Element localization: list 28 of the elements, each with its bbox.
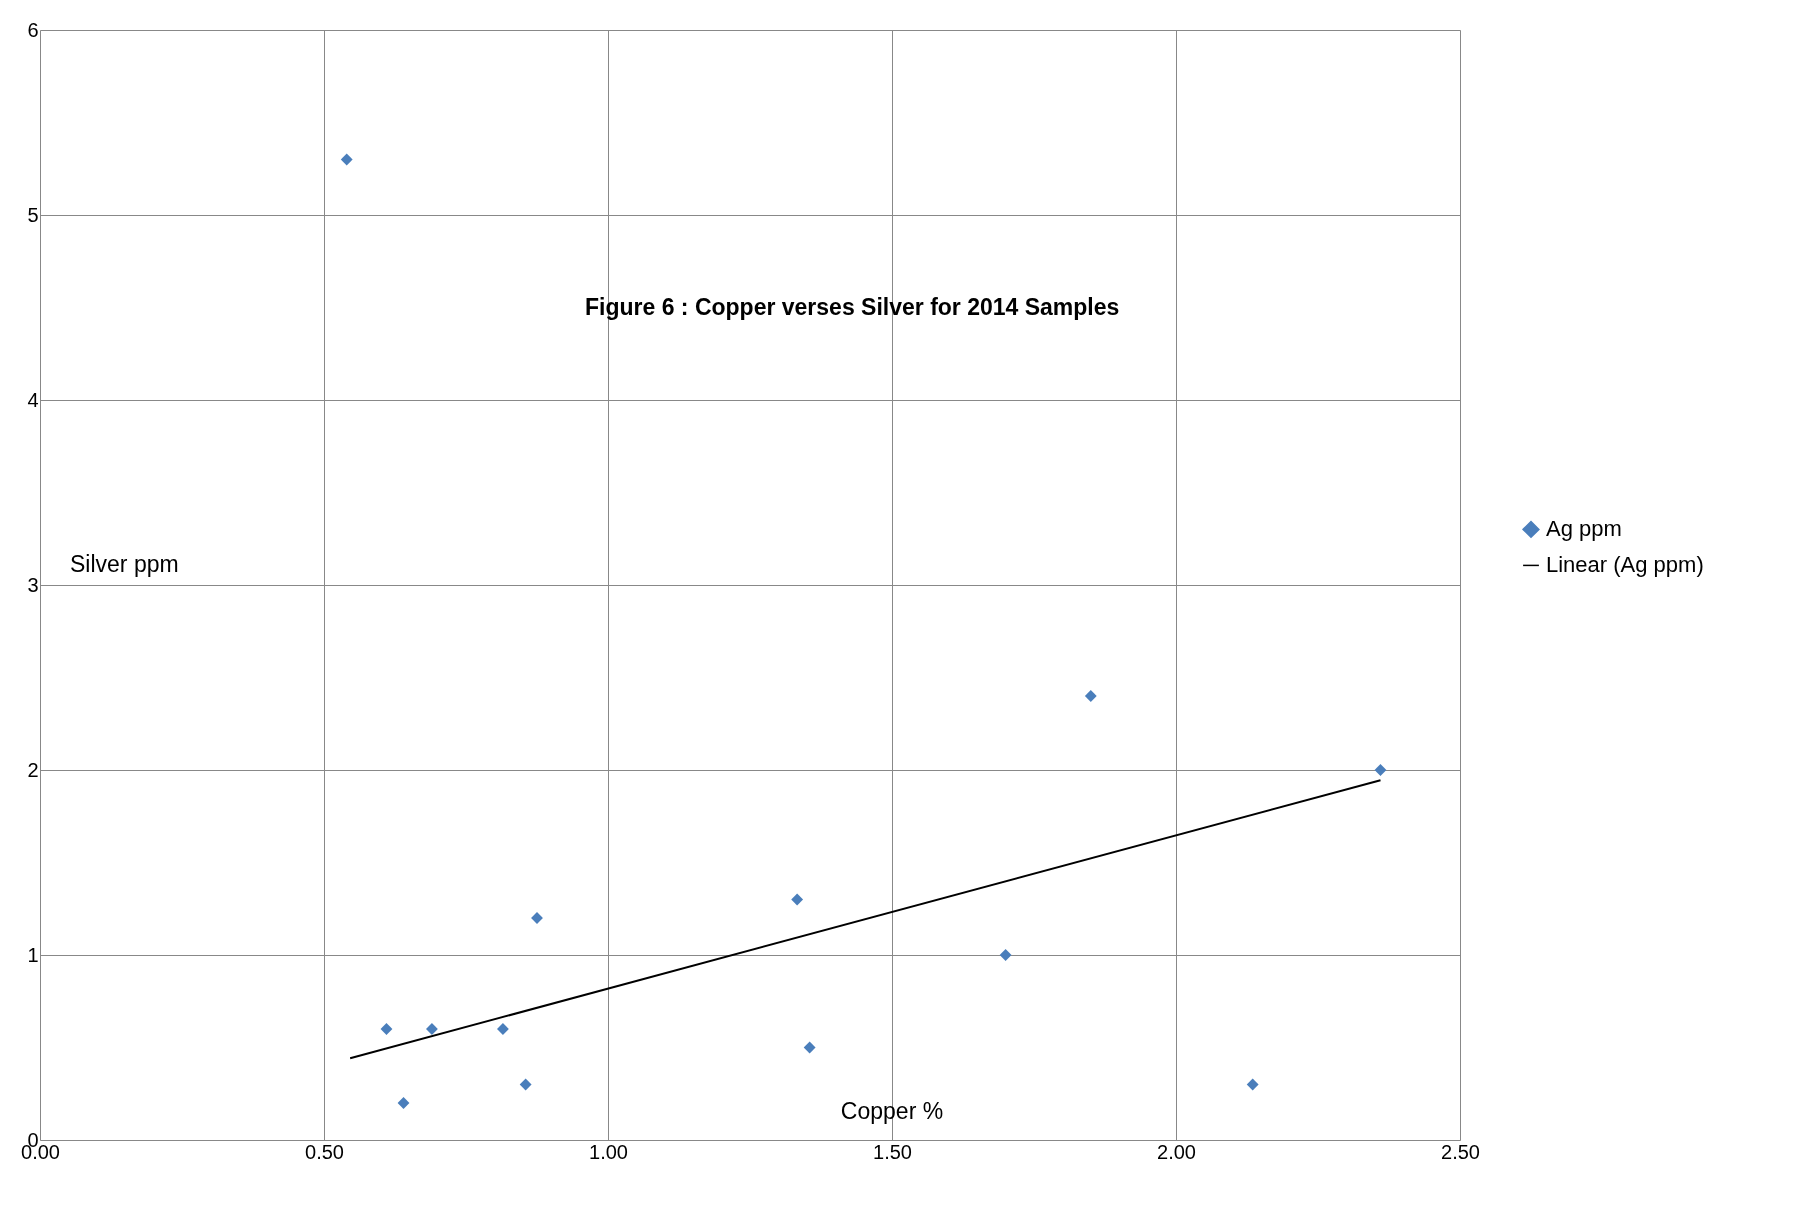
x-axis-title: Copper % (840, 1098, 944, 1124)
legend-label: Linear (Ag ppm) (1546, 552, 1704, 578)
text: Figure 6 : Copper verses Silver for 2014 Samples (585, 294, 1120, 320)
point (1374, 764, 1387, 776)
x-tick-label: 1.50 (873, 1140, 912, 1163)
point (340, 153, 353, 166)
point (426, 1023, 438, 1035)
point (1084, 690, 1097, 702)
point (497, 1023, 509, 1035)
point (999, 949, 1012, 961)
point (803, 1041, 816, 1054)
x-tick-label: 1.00 (589, 1140, 628, 1163)
point (1246, 1078, 1259, 1091)
y-tick-label: 5 (27, 203, 39, 226)
point (519, 1078, 532, 1091)
point (397, 1097, 410, 1109)
x-tick-label: 0.50 (305, 1140, 344, 1163)
x-tick-label: 2.00 (1157, 1140, 1196, 1163)
y-tick-label: 3 (27, 573, 39, 596)
point (380, 1023, 393, 1035)
point (791, 893, 804, 906)
y-tick-label: 1 (27, 943, 39, 966)
x-tick-label: 2.50 (1441, 1140, 1480, 1163)
y-tick-label: 4 (27, 388, 39, 411)
legend-label: Ag ppm (1546, 516, 1622, 542)
y-tick-label: 2 (27, 758, 39, 781)
y-tick-label: 6 (27, 18, 39, 41)
y-axis-title: Silver ppm (70, 551, 179, 577)
